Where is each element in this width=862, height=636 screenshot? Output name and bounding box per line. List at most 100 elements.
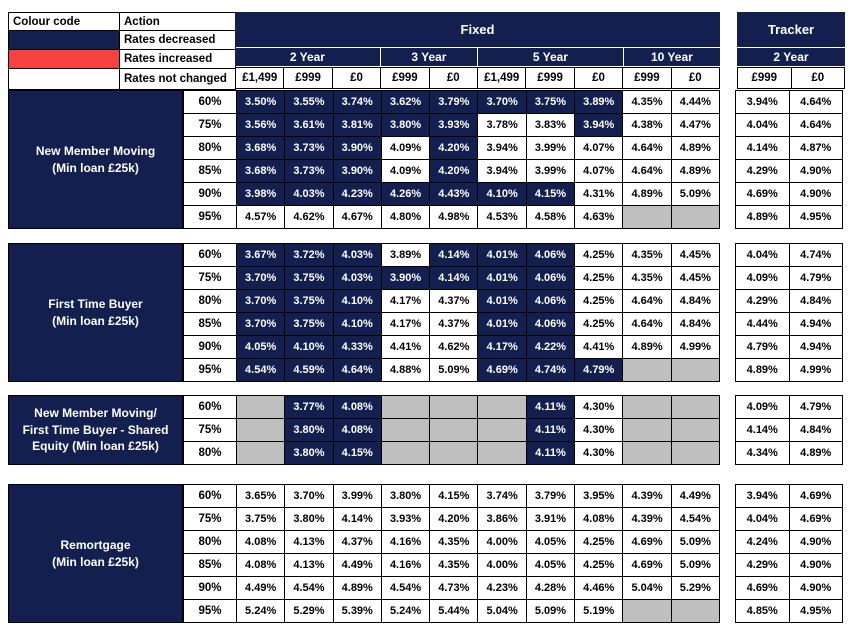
term-header-5-year: 5 Year [477, 48, 623, 66]
fee-header-2-year-0: £0 [332, 68, 381, 88]
na-cell [623, 396, 671, 418]
rate-cell: 4.89% [736, 206, 789, 228]
rate-cell: 4.05% [526, 554, 575, 576]
rate-cell: 4.11% [526, 419, 575, 441]
rate-cell: 4.08% [333, 396, 381, 418]
rate-cell: 5.24% [381, 600, 430, 622]
rate-cell: 4.09% [381, 137, 430, 159]
rate-cell: 4.63% [575, 206, 623, 228]
rate-cell: 3.94% [736, 485, 789, 507]
na-cell [237, 396, 285, 418]
product-label: First Time Buyer (Min loan £25k) [8, 243, 183, 382]
rate-cell: 4.05% [237, 336, 285, 358]
rate-cell: 4.44% [671, 91, 719, 113]
rate-cell: 3.73% [285, 137, 333, 159]
rate-cell: 4.22% [526, 336, 575, 358]
rate-cell: 4.64% [789, 91, 842, 113]
rate-cell: 4.35% [430, 531, 478, 553]
rate-cell: 4.95% [789, 600, 842, 622]
rate-cell: 3.99% [526, 137, 575, 159]
na-cell [430, 419, 478, 441]
rate-cell: 3.70% [478, 91, 526, 113]
rate-cell: 4.14% [736, 137, 789, 159]
na-cell [381, 396, 430, 418]
rate-cell: 4.38% [623, 114, 671, 136]
rate-cell: 4.89% [671, 160, 719, 182]
na-cell [478, 442, 526, 464]
rate-cell: 4.41% [575, 336, 623, 358]
rate-cell: 4.54% [285, 577, 333, 599]
rate-cell: 4.25% [575, 531, 623, 553]
rate-cell: 4.89% [671, 137, 719, 159]
rate-cell: 4.89% [333, 577, 381, 599]
rate-cell: 3.80% [381, 485, 430, 507]
ltv-cell: 85% [184, 313, 236, 335]
ltv-cell: 80% [184, 531, 236, 553]
rate-cell: 3.91% [526, 508, 575, 530]
rate-cell: 4.04% [736, 114, 789, 136]
rate-cell: 4.64% [789, 114, 842, 136]
rate-cell: 4.69% [789, 485, 842, 507]
rate-cell: 4.15% [333, 442, 381, 464]
rate-cell: 4.08% [237, 554, 285, 576]
rate-cell: 3.77% [285, 396, 333, 418]
rate-cell: 4.84% [789, 419, 842, 441]
rate-cell: 4.74% [526, 359, 575, 381]
fixed-rates-grid: 60% 3.65% 3.70% 3.99% 3.80% 4.15% 3.74% 3.79% 3.… [183, 484, 720, 623]
rate-cell: 3.70% [237, 267, 285, 289]
product-block-first-time-buyer: First Time Buyer (Min loan £25k) 60% 3.67% 3… [8, 243, 843, 382]
rate-cell: 4.10% [333, 313, 381, 335]
rate-cell: 4.04% [736, 508, 789, 530]
tracker-section-header: Tracker 2 Year £999 £0 [737, 12, 845, 89]
rate-cell: 3.65% [237, 485, 285, 507]
fixed-title: Fixed [235, 12, 720, 47]
rate-cell: 3.79% [430, 91, 478, 113]
rate-cell: 3.94% [478, 137, 526, 159]
rate-cell: 3.80% [285, 419, 333, 441]
rate-cell: 4.90% [789, 554, 842, 576]
rate-cell: 4.35% [623, 91, 671, 113]
rate-cell: 4.17% [381, 290, 430, 312]
rate-cell: 4.90% [789, 183, 842, 205]
rate-cell: 3.56% [237, 114, 285, 136]
ltv-cell: 90% [184, 336, 236, 358]
ltv-cell: 90% [184, 183, 236, 205]
rate-cell: 4.25% [575, 313, 623, 335]
tracker-rates-grid: 3.94% 4.69% 4.04% 4.69% 4.24% 4.90% 4.29% 4.90%… [735, 484, 843, 623]
table-gap [720, 395, 735, 465]
legend-colour-code-header: Colour code [9, 13, 119, 30]
rate-cell: 4.03% [285, 183, 333, 205]
rate-cell: 4.43% [430, 183, 478, 205]
product-label-line: Equity (Min loan £25k) [32, 439, 159, 454]
rate-cell: 4.01% [478, 244, 526, 266]
rate-cell: 3.75% [285, 267, 333, 289]
rate-cell: 4.90% [789, 577, 842, 599]
na-cell [381, 442, 430, 464]
ltv-cell: 75% [184, 508, 236, 530]
rate-cell: 4.23% [333, 183, 381, 205]
rate-cell: 5.04% [478, 600, 526, 622]
fee-header-5-year-0: £0 [574, 68, 623, 88]
rate-cell: 4.89% [623, 183, 671, 205]
rate-cell: 4.08% [237, 531, 285, 553]
rate-cell: 4.79% [789, 396, 842, 418]
rate-cell: 4.94% [789, 313, 842, 335]
rate-cell: 4.26% [381, 183, 430, 205]
rate-cell: 3.70% [237, 290, 285, 312]
rate-cell: 4.05% [526, 531, 575, 553]
rate-cell: 4.37% [430, 290, 478, 312]
rate-cell: 4.20% [430, 508, 478, 530]
na-cell [671, 206, 719, 228]
fixed-rates-grid: 60% 3.77% 4.08% 4.11% 4.30% 75% 3.80% 4.08% 4.11… [183, 395, 720, 465]
rate-cell: 4.69% [478, 359, 526, 381]
na-cell [430, 396, 478, 418]
rate-cell: 4.64% [333, 359, 381, 381]
rate-cell: 4.79% [789, 267, 842, 289]
rate-cell: 4.10% [478, 183, 526, 205]
rate-cell: 4.33% [333, 336, 381, 358]
rate-cell: 4.67% [333, 206, 381, 228]
rate-cell: 3.94% [478, 160, 526, 182]
rate-cell: 3.90% [333, 137, 381, 159]
product-label-line: First Time Buyer [48, 296, 143, 311]
